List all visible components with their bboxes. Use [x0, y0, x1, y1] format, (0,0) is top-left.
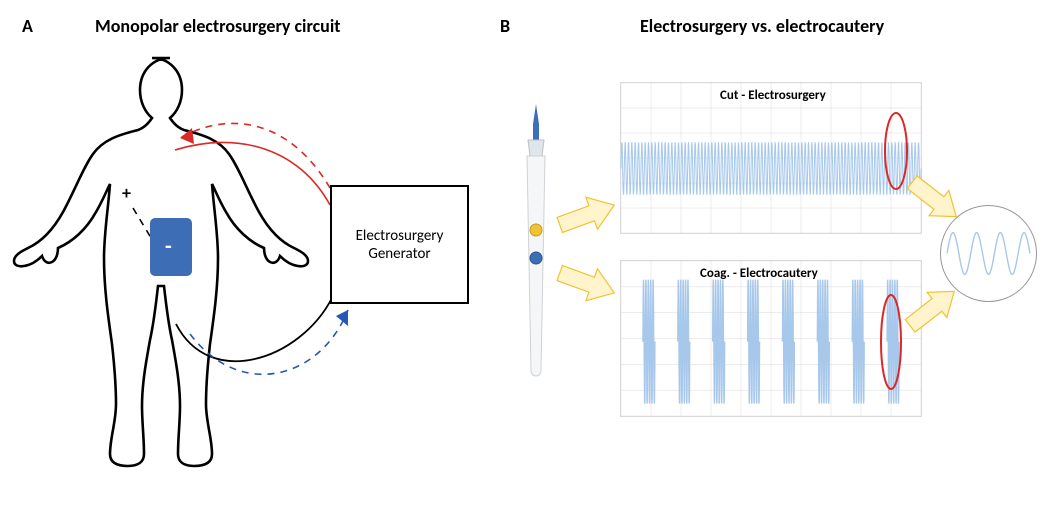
- cut-chart: [620, 82, 922, 234]
- electrode-minus-icon: -: [165, 232, 172, 259]
- generator-box: Electrosurgery Generator: [330, 185, 469, 304]
- panel-b-letter: B: [500, 15, 510, 37]
- generator-label: Electrosurgery Generator: [356, 227, 444, 263]
- active-electrode-plus-icon: +: [122, 182, 131, 204]
- pen-arrow-cut: [552, 190, 622, 240]
- cut-chart-title: Cut - Electrosurgery: [720, 88, 826, 103]
- pen-arrow-coag: [552, 258, 622, 308]
- coag-waveform: [621, 261, 921, 416]
- zoom-detail-circle: [940, 205, 1037, 302]
- coag-chart-title: Coag. - Electrocautery: [700, 266, 818, 281]
- zoom-waveform: [941, 206, 1036, 301]
- electrosurgical-pen: [513, 102, 559, 387]
- panel-b-title: Electrosurgery vs. electrocautery: [640, 15, 884, 37]
- cut-waveform: [621, 83, 921, 233]
- coag-chart: [620, 260, 922, 417]
